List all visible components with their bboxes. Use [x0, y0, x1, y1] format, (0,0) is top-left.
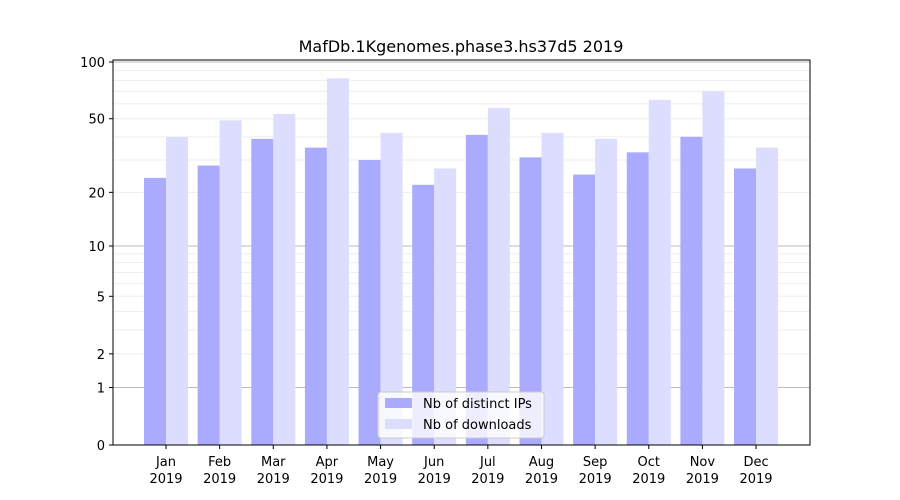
bar-ips [465, 134, 488, 445]
x-tick-label: Oct [638, 455, 660, 470]
x-tick-label: 2019 [525, 472, 558, 487]
legend-swatch [385, 398, 412, 408]
y-tick-label: 0 [97, 439, 105, 454]
y-tick-label: 20 [88, 186, 105, 201]
x-tick-label: Apr [316, 455, 339, 470]
bar-ips [358, 160, 381, 445]
x-tick-label: Mar [261, 455, 286, 470]
x-tick-label: 2019 [418, 472, 451, 487]
bar-downloads [166, 136, 188, 445]
legend-box [377, 391, 545, 439]
y-tick-label: 2 [97, 348, 105, 363]
bar-ips [680, 136, 703, 445]
y-tick-label: 5 [97, 290, 105, 305]
x-tick-label: Jul [479, 455, 496, 470]
bar-downloads [595, 138, 618, 445]
x-tick-label: Jan [155, 455, 176, 470]
legend-swatch [385, 419, 412, 429]
x-tick-label: 2019 [203, 472, 236, 487]
chart-title: MafDb.1Kgenomes.phase3.hs37d5 2019 [299, 37, 624, 56]
bar-ips [412, 184, 435, 445]
y-tick-label: 100 [80, 56, 105, 71]
x-tick-label: 2019 [149, 472, 182, 487]
bar-ips [197, 165, 220, 446]
x-tick-label: 2019 [686, 472, 719, 487]
bar-ips [519, 157, 542, 445]
x-tick-label: Dec [743, 455, 768, 470]
x-tick-label: Nov [690, 455, 716, 470]
x-tick-label: May [367, 455, 394, 470]
x-tick-label: 2019 [632, 472, 665, 487]
y-tick-label: 10 [88, 240, 105, 255]
plot-frame [112, 59, 811, 446]
bar-downloads [219, 120, 242, 445]
legend-label: Nb of distinct IPs [423, 397, 532, 412]
x-tick-label: 2019 [739, 472, 772, 487]
bar-ips [626, 152, 649, 445]
bar-downloads [326, 78, 349, 446]
x-tick-label: Feb [208, 455, 231, 470]
bar-downloads [702, 91, 725, 445]
bar-downloads [541, 132, 564, 445]
bar-downloads [756, 147, 779, 445]
legend-label: Nb of downloads [423, 418, 532, 433]
bar-ips [144, 177, 166, 445]
x-tick-label: 2019 [257, 472, 290, 487]
bar-downloads [648, 99, 671, 445]
x-tick-label: Jun [423, 455, 444, 470]
legend: Nb of distinct IPs Nb of downloads [377, 391, 545, 439]
bar-ips [304, 147, 327, 445]
bar-downloads [487, 108, 510, 446]
x-tick-label: 2019 [579, 472, 612, 487]
bar-downloads [434, 168, 457, 445]
bar-ips [734, 168, 757, 445]
bar-ips [573, 174, 596, 445]
x-tick-label: 2019 [471, 472, 504, 487]
x-tick-label: 2019 [364, 472, 397, 487]
bar-downloads [273, 113, 296, 446]
x-tick-label: Aug [529, 455, 554, 470]
bar-ips [251, 138, 274, 445]
x-tick-label: Sep [583, 455, 608, 470]
y-tick-label: 50 [88, 113, 105, 128]
bar-downloads [380, 132, 403, 445]
x-tick-label: 2019 [310, 472, 343, 487]
y-tick-label: 1 [97, 381, 105, 396]
